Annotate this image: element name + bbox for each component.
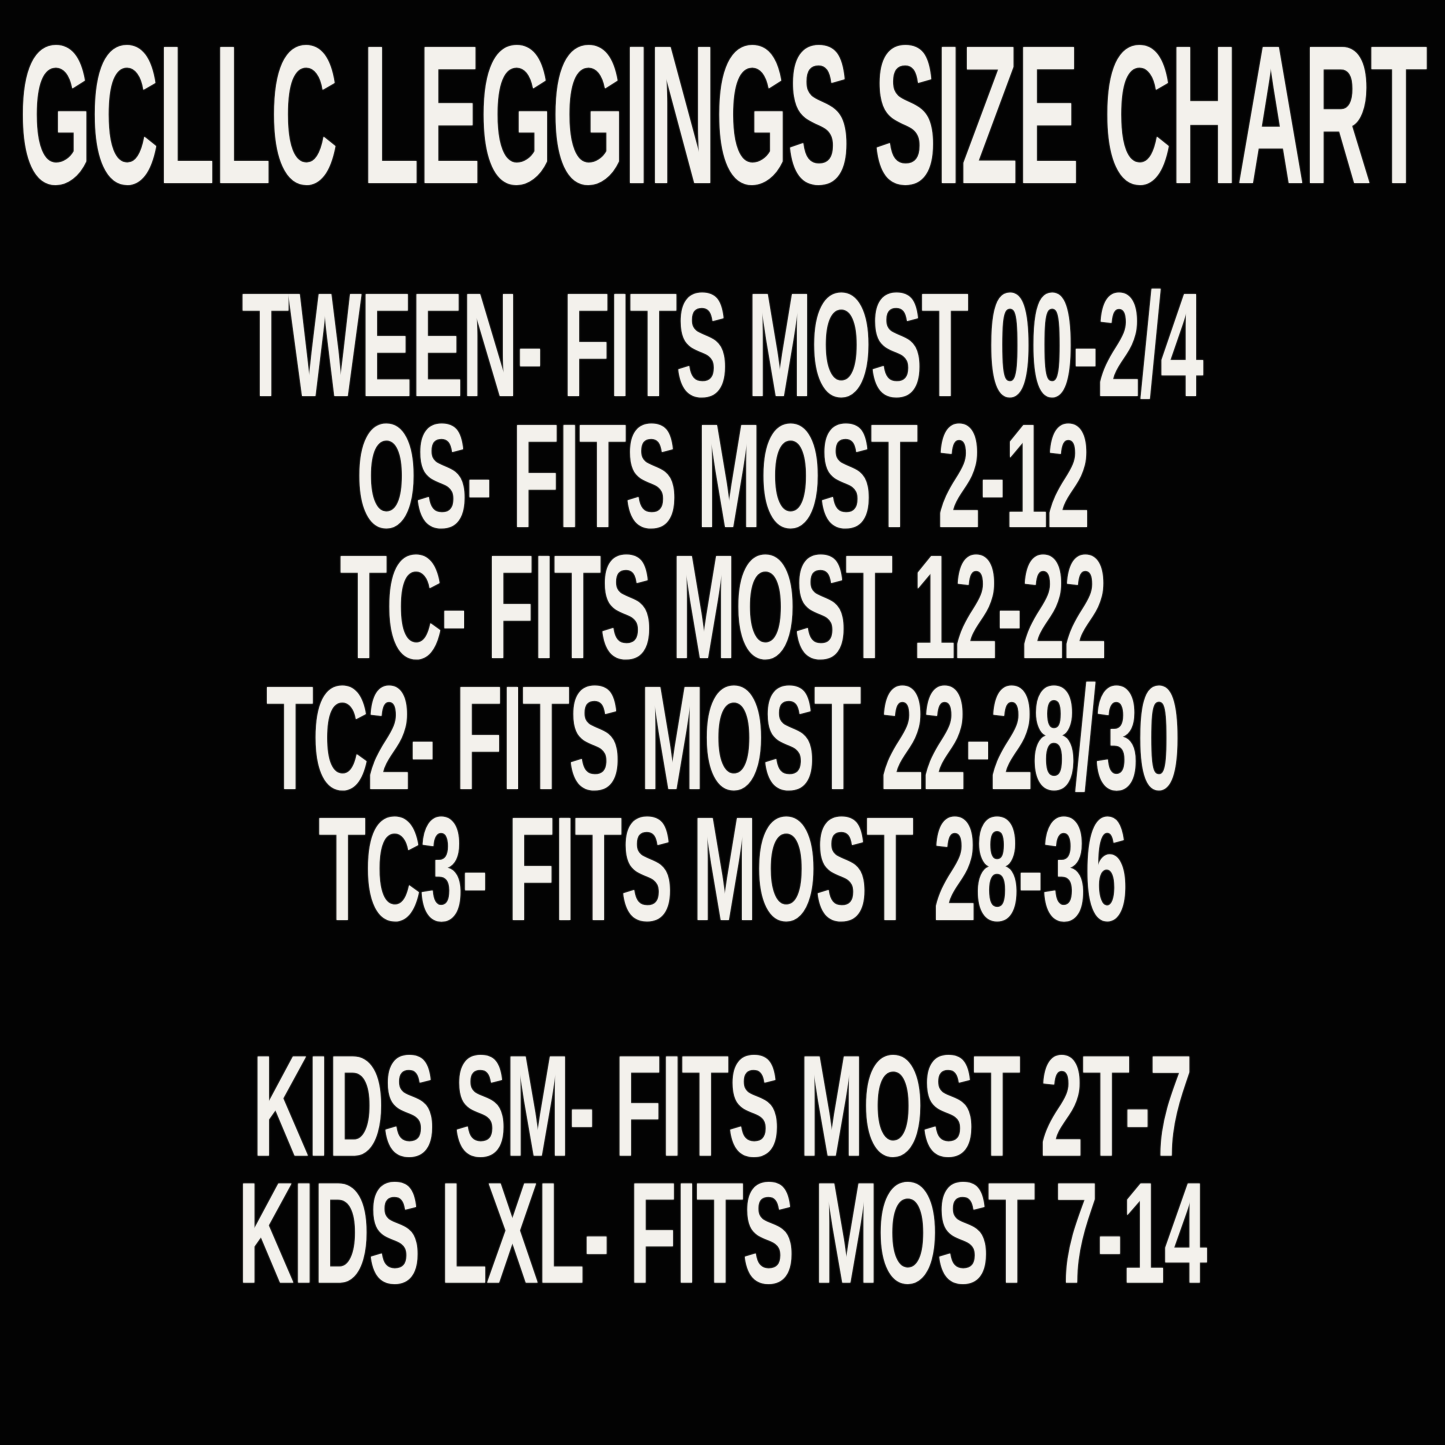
size-row-tc2-text: TC2- FITS MOST 22-28/30 [265, 655, 1180, 820]
size-row-os: OS- FITS MOST 2-12 [0, 393, 1445, 558]
adult-sizes-section: TWEEN- FITS MOST 00-2/4 OS- FITS MOST 2-… [0, 262, 1445, 951]
size-chart-title-text: GCLLC LEGGINGS SIZE CHART [18, 6, 1427, 227]
size-row-tc3-text: TC3- FITS MOST 28-36 [318, 786, 1127, 951]
size-row-tween-text: TWEEN- FITS MOST 00-2/4 [242, 262, 1204, 427]
size-row-kids-lxl: KIDS LXL- FITS MOST 7-14 [0, 1153, 1445, 1313]
size-row-kids-sm-text: KIDS SM- FITS MOST 2T-7 [252, 1025, 1193, 1186]
size-row-kids-sm: KIDS SM- FITS MOST 2T-7 [0, 1026, 1445, 1186]
size-row-tc-text: TC- FITS MOST 12-22 [339, 524, 1106, 689]
size-row-kids-lxl-text: KIDS LXL- FITS MOST 7-14 [238, 1152, 1207, 1313]
size-row-os-text: OS- FITS MOST 2-12 [356, 393, 1090, 558]
size-row-tween: TWEEN- FITS MOST 00-2/4 [0, 262, 1445, 427]
size-chart-title: GCLLC LEGGINGS SIZE CHART [0, 6, 1445, 226]
size-row-tc: TC- FITS MOST 12-22 [0, 524, 1445, 689]
kids-sizes-section: KIDS SM- FITS MOST 2T-7 KIDS LXL- FITS M… [0, 1026, 1445, 1313]
size-row-tc2: TC2- FITS MOST 22-28/30 [0, 655, 1445, 820]
size-row-tc3: TC3- FITS MOST 28-36 [0, 786, 1445, 951]
